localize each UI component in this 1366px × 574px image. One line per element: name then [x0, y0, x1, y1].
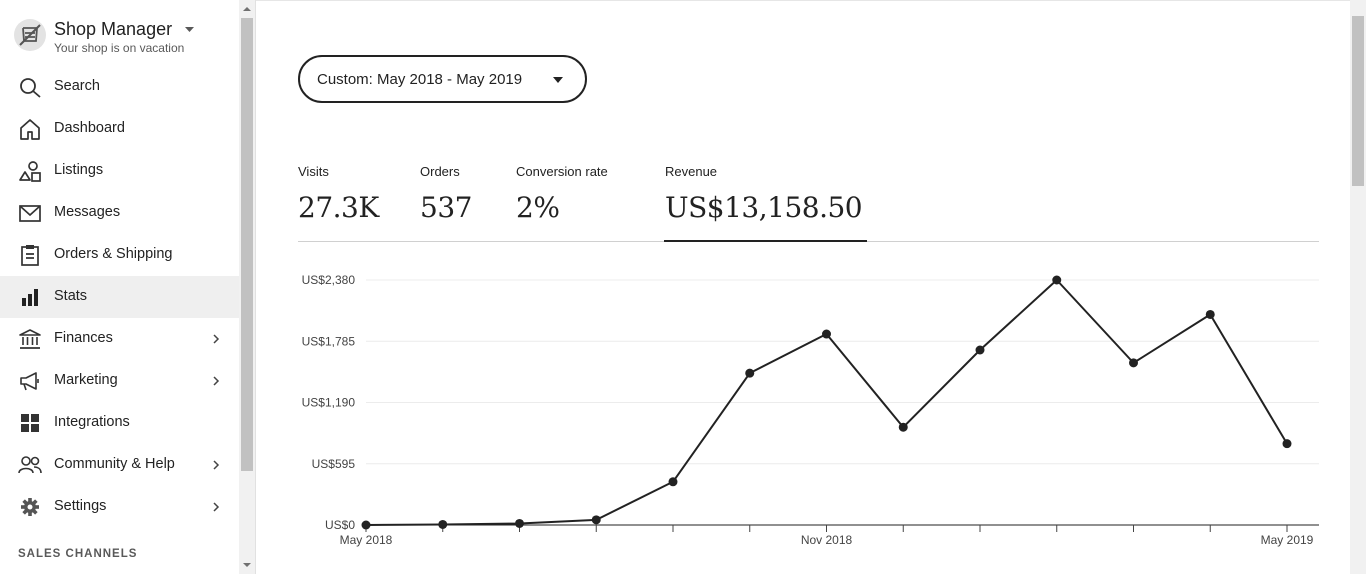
revenue-point	[1052, 275, 1062, 285]
sidebar-item-dashboard[interactable]: Dashboard	[0, 108, 239, 150]
chevron-right-icon	[213, 502, 220, 512]
metric-value: 537	[420, 191, 472, 224]
sidebar-divider	[255, 0, 256, 574]
top-border	[256, 0, 1350, 1]
caret-down-icon	[553, 77, 563, 83]
metric-conversion-rate[interactable]: Conversion rate 2%	[516, 164, 608, 224]
x-tick-label: May 2019	[1261, 533, 1314, 547]
sidebar-item-orders-shipping[interactable]: Orders & Shipping	[0, 234, 239, 276]
scroll-up-icon[interactable]	[243, 5, 251, 13]
metric-label: Revenue	[665, 164, 718, 179]
revenue-point	[822, 329, 831, 339]
date-range-label: Custom: May 2018 - May 2019	[317, 71, 523, 88]
revenue-point	[898, 422, 908, 432]
caret-down-icon	[185, 27, 194, 32]
sidebar-item-finances[interactable]: Finances	[0, 318, 239, 360]
scroll-down-icon[interactable]	[243, 561, 251, 569]
bank-icon	[19, 329, 41, 349]
shop-avatar	[14, 19, 46, 51]
stats-main: Custom: May 2018 - May 2019 Visits 27.3K…	[256, 0, 1350, 574]
metric-label: Conversion rate	[516, 164, 608, 179]
sidebar-item-label: Marketing	[54, 372, 118, 388]
shop-title: Shop Manager	[54, 19, 173, 39]
bar-chart-icon	[22, 289, 38, 306]
shop-status: Your shop is on vacation	[54, 41, 185, 55]
home-icon	[20, 119, 40, 140]
sidebar-item-integrations[interactable]: Integrations	[0, 402, 239, 444]
sidebar-scrollbar[interactable]	[239, 0, 255, 574]
metric-revenue[interactable]: Revenue US$13,158.50	[665, 164, 863, 224]
y-tick-label: US$1,785	[302, 334, 356, 348]
metric-value: 27.3K	[298, 191, 379, 224]
metric-label: Visits	[298, 164, 329, 179]
grid-icon	[21, 414, 39, 432]
sidebar-item-label: Messages	[54, 204, 121, 220]
megaphone-icon	[20, 372, 39, 391]
sidebar-item-label: Stats	[54, 288, 88, 304]
sidebar-item-label: Community & Help	[54, 456, 175, 472]
metric-value: 2%	[516, 191, 560, 224]
shapes-icon	[19, 161, 41, 182]
sidebar-item-listings[interactable]: Listings	[0, 150, 239, 192]
y-tick-label: US$0	[325, 518, 355, 532]
metric-label: Orders	[420, 164, 460, 179]
gear-icon	[21, 498, 39, 516]
main-scrollbar-thumb[interactable]	[1352, 16, 1364, 186]
sidebar-scrollbar-thumb[interactable]	[241, 18, 253, 471]
sidebar-item-label: Settings	[54, 498, 107, 514]
date-range-button[interactable]: Custom: May 2018 - May 2019	[298, 55, 587, 103]
sidebar-item-label: Dashboard	[54, 120, 125, 136]
sidebar-item-marketing[interactable]: Marketing	[0, 360, 239, 402]
revenue-point	[1205, 309, 1215, 319]
shop-logo-icon	[19, 24, 41, 46]
revenue-point	[1282, 439, 1292, 449]
people-icon	[18, 456, 42, 474]
sidebar-item-search[interactable]: Search	[0, 66, 239, 108]
sidebar-item-label: Orders & Shipping	[54, 246, 173, 262]
sidebar-item-label: Listings	[54, 162, 104, 178]
clipboard-icon	[21, 245, 39, 266]
sidebar-item-community-help[interactable]: Community & Help	[0, 444, 239, 486]
sidebar-item-label: Integrations	[54, 414, 130, 430]
revenue-point	[975, 345, 985, 355]
envelope-icon	[19, 205, 41, 222]
sidebar-item-messages[interactable]: Messages	[0, 192, 239, 234]
sales-channels-heading: SALES CHANNELS	[18, 548, 138, 560]
revenue-point	[745, 368, 755, 378]
active-metric-indicator	[664, 240, 867, 242]
x-tick-label: May 2018	[340, 533, 393, 547]
chevron-right-icon	[213, 376, 220, 386]
revenue-point	[591, 515, 601, 525]
chevron-right-icon	[213, 460, 220, 470]
metric-orders[interactable]: Orders 537	[420, 164, 472, 224]
metric-visits[interactable]: Visits 27.3K	[298, 164, 379, 224]
chevron-right-icon	[213, 334, 220, 344]
metric-value: US$13,158.50	[665, 191, 863, 224]
revenue-point	[438, 519, 448, 529]
y-tick-label: US$2,380	[302, 273, 356, 287]
shop-header[interactable]: Shop Manager Your shop is on vacation	[14, 17, 234, 57]
revenue-point	[668, 477, 678, 487]
revenue-chart: US$0 US$595 US$1,190 US$1,785 US$2,380 May 20…	[302, 273, 1319, 547]
search-icon	[20, 78, 41, 98]
y-tick-label: US$1,190	[302, 396, 356, 410]
sidebar-item-stats[interactable]: Stats	[0, 276, 239, 318]
y-tick-label: US$595	[312, 457, 356, 471]
sidebar-item-label: Search	[54, 78, 100, 94]
sidebar-item-settings[interactable]: Settings	[0, 486, 239, 528]
main-scrollbar[interactable]	[1350, 0, 1366, 574]
revenue-point	[515, 518, 524, 528]
revenue-point	[1129, 358, 1138, 368]
revenue-point	[361, 520, 371, 530]
x-tick-label: Nov 2018	[801, 533, 853, 547]
sidebar: Shop Manager Your shop is on vacation Se…	[0, 0, 239, 574]
sidebar-item-label: Finances	[54, 330, 113, 346]
